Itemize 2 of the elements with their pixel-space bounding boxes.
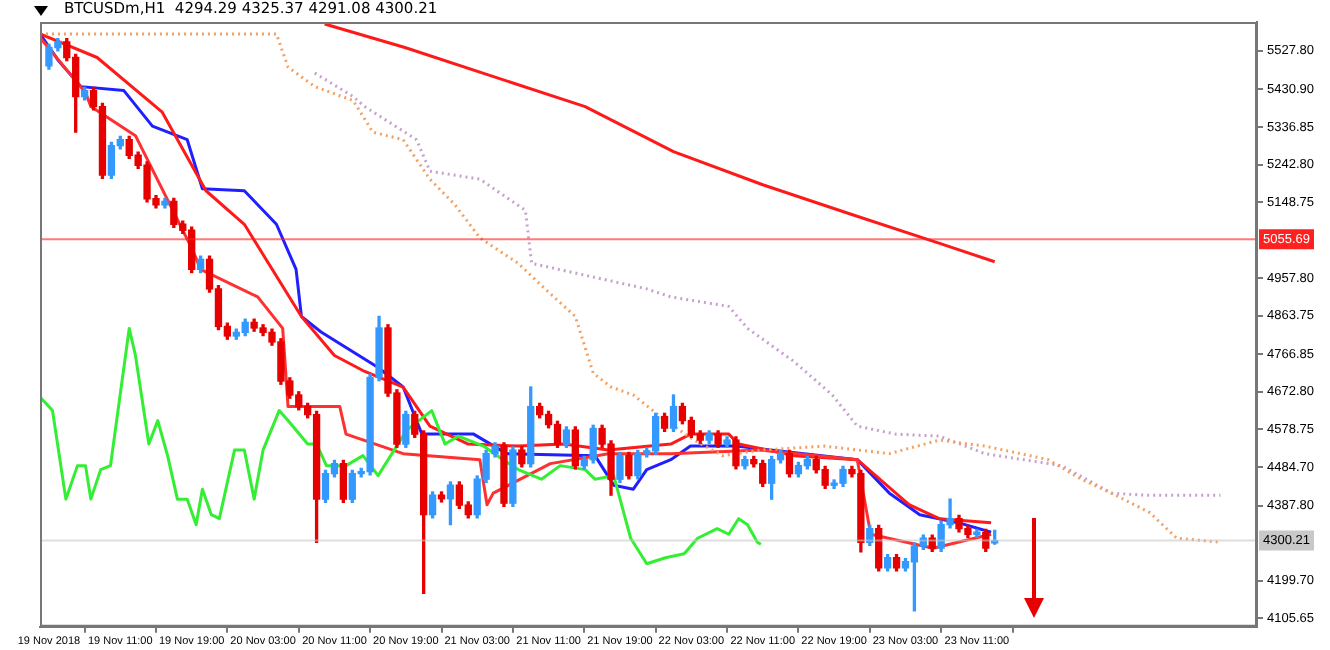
line-series [40, 32, 1222, 544]
line-series [313, 71, 1222, 497]
